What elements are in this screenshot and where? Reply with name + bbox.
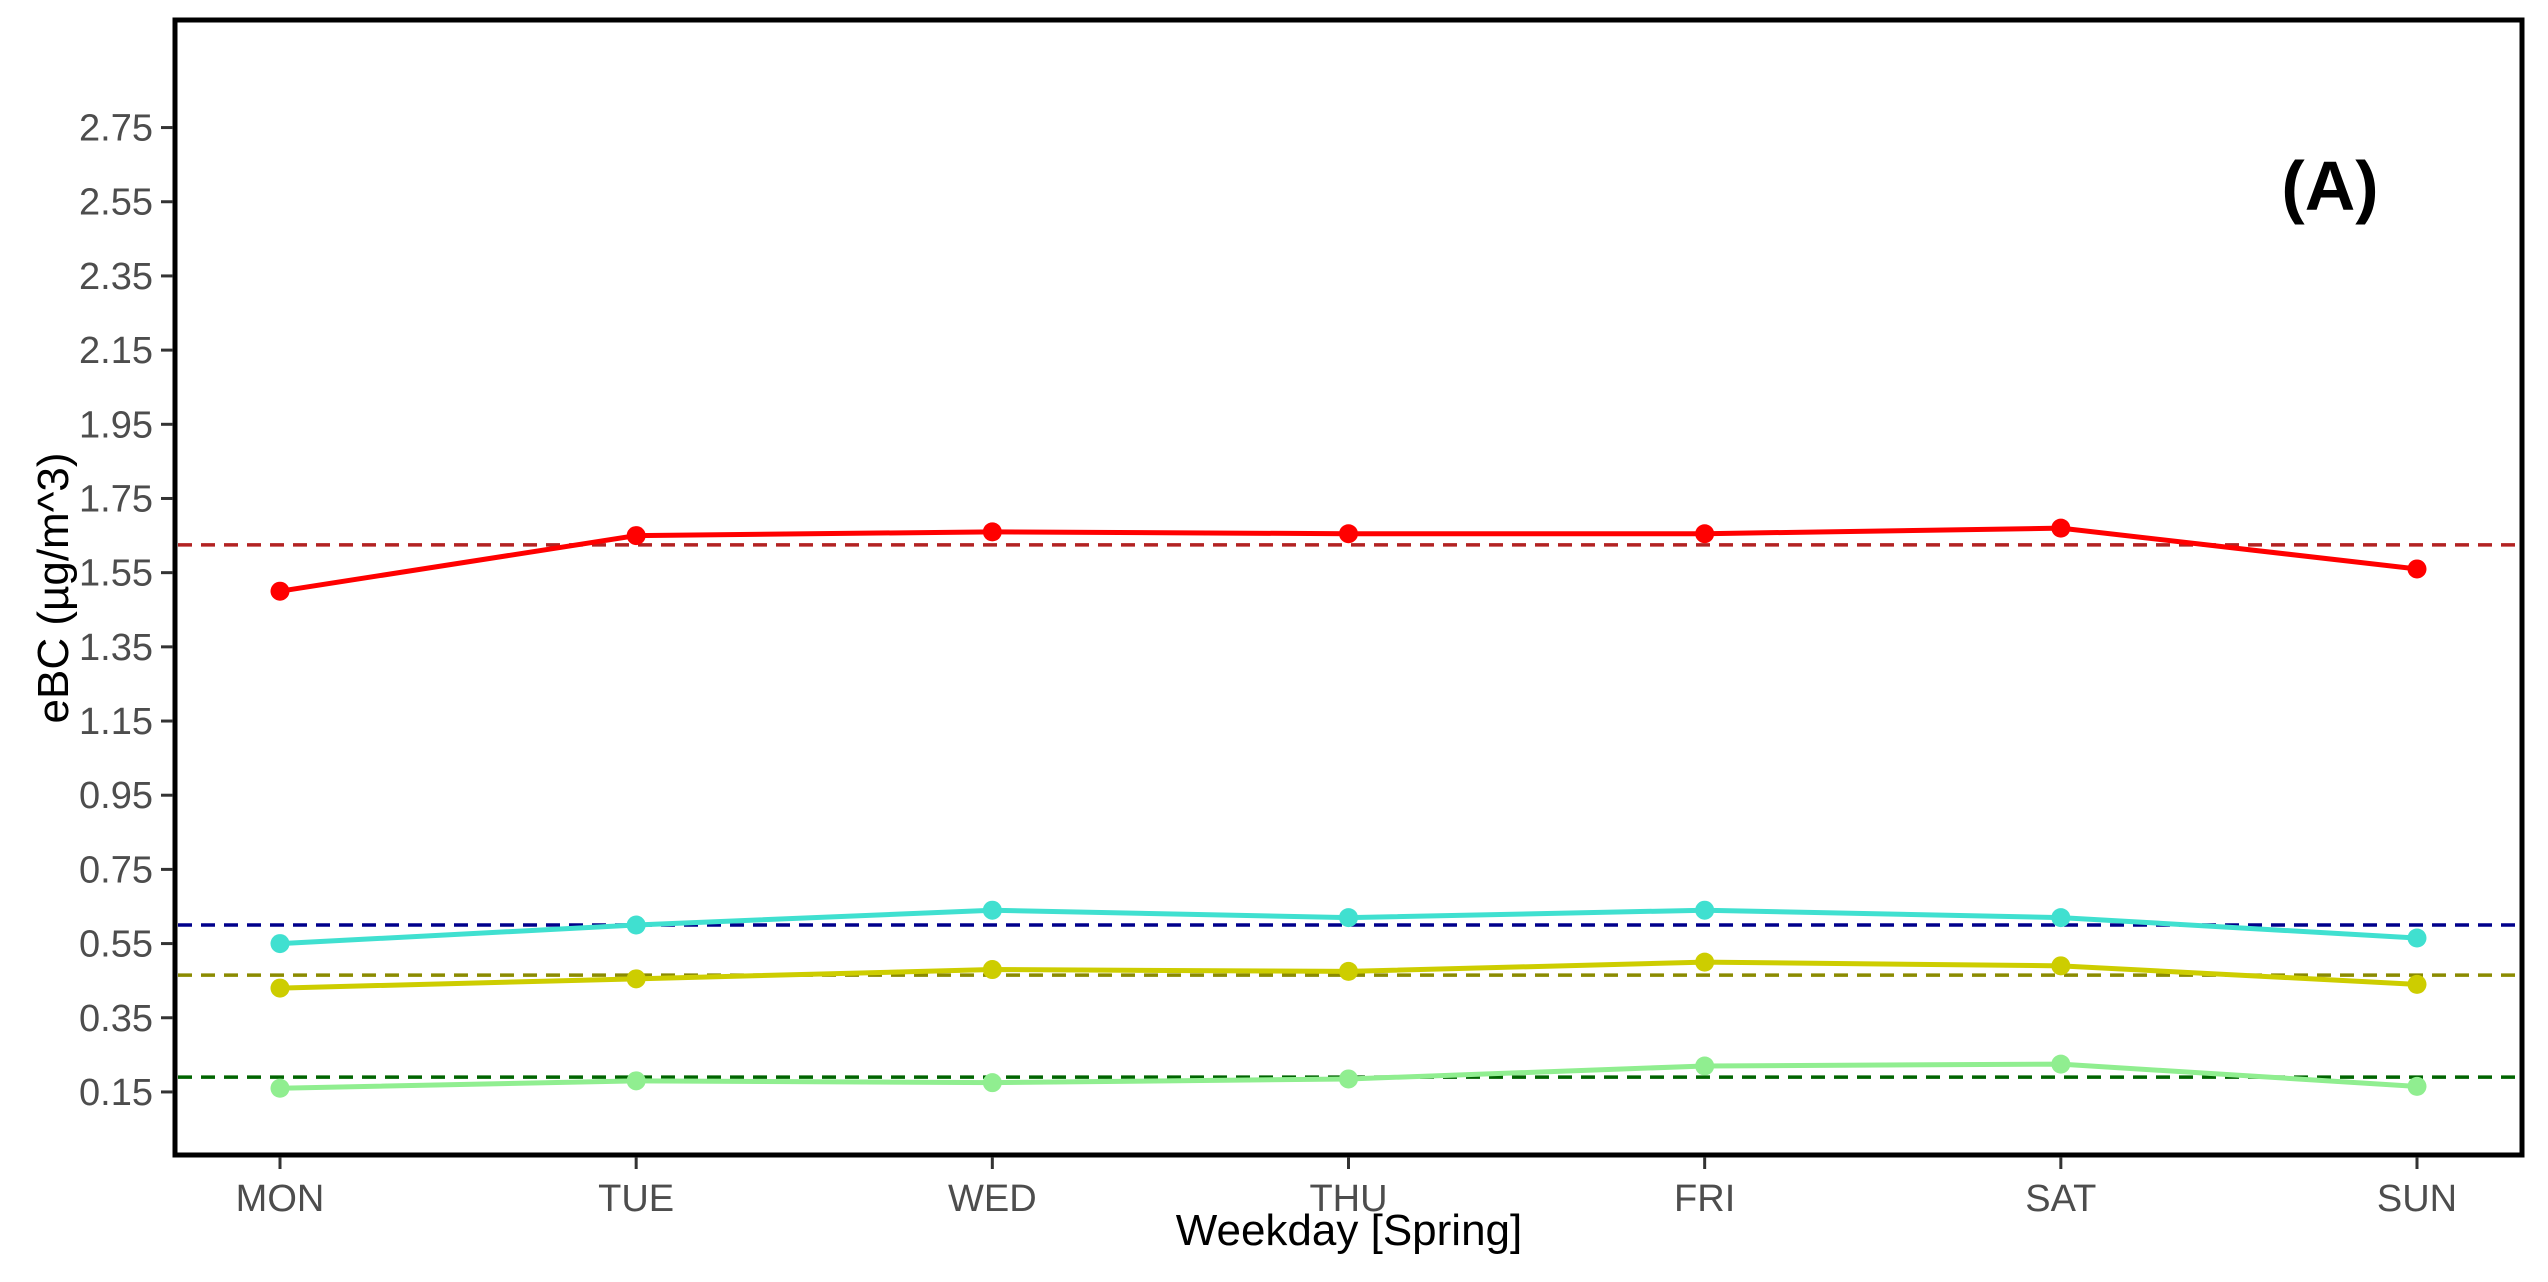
plot-panel <box>172 17 2525 1158</box>
data-point <box>1339 524 1358 544</box>
x-tick-label: TUE <box>598 1178 674 1220</box>
data-point <box>626 1071 646 1091</box>
data-point <box>2051 956 2071 976</box>
y-tick-label: 0.15 <box>79 1072 153 1114</box>
data-point <box>270 934 290 954</box>
y-tick-label: 2.55 <box>79 182 153 224</box>
data-point <box>982 900 1002 920</box>
data-point <box>2051 908 2071 928</box>
x-axis-title: Weekday [Spring] <box>1176 1206 1522 1255</box>
data-point <box>626 915 646 935</box>
data-point <box>982 522 1002 542</box>
data-point <box>2407 928 2427 948</box>
data-point <box>1695 952 1715 972</box>
panel-label: (A) <box>2281 147 2378 225</box>
y-tick-label: 1.75 <box>79 478 153 520</box>
data-point <box>1695 900 1715 920</box>
x-axis: MON TUE WED THU FRI SAT SUN <box>236 1157 2457 1220</box>
y-axis: 0.15 0.35 0.55 0.75 0.95 1.15 1.35 1.55 1.75 1.95… <box>79 108 173 1114</box>
y-tick-label: 2.75 <box>79 108 153 150</box>
y-tick-label: 0.55 <box>79 924 153 966</box>
data-point <box>1339 1069 1358 1089</box>
y-tick-label: 1.35 <box>79 627 153 669</box>
y-tick-label: 0.95 <box>79 775 153 817</box>
y-tick-label: 2.15 <box>79 330 153 372</box>
x-tick-label: THU <box>1309 1178 1387 1220</box>
data-point <box>982 1073 1002 1093</box>
y-tick-label: 0.75 <box>79 849 153 891</box>
y-tick-label: 2.35 <box>79 256 153 298</box>
y-tick-label: 1.55 <box>79 553 153 595</box>
x-tick-label: SAT <box>2025 1178 2096 1220</box>
data-point <box>270 581 290 601</box>
data-point <box>1339 961 1358 981</box>
y-tick-label: 0.35 <box>79 998 153 1040</box>
data-point <box>2407 974 2427 994</box>
data-point <box>1695 524 1715 544</box>
y-tick-label: 1.15 <box>79 701 153 743</box>
data-point <box>270 978 290 998</box>
data-points <box>270 518 2427 1098</box>
x-tick-label: MON <box>236 1178 325 1220</box>
y-axis-title: eBC (µg/m^3) <box>29 453 78 724</box>
x-tick-label: FRI <box>1674 1178 1735 1220</box>
data-point <box>2051 518 2071 538</box>
data-point <box>982 960 1002 980</box>
data-point <box>1695 1056 1715 1076</box>
data-point <box>270 1078 290 1098</box>
data-point <box>2051 1054 2071 1074</box>
data-point <box>626 969 646 989</box>
y-tick-label: 1.95 <box>79 404 153 446</box>
data-point <box>2407 1076 2427 1096</box>
x-tick-label: WED <box>948 1178 1037 1220</box>
x-tick-label: SUN <box>2377 1178 2457 1220</box>
data-point <box>626 526 646 546</box>
data-point <box>2407 559 2427 579</box>
data-point <box>1339 908 1358 928</box>
